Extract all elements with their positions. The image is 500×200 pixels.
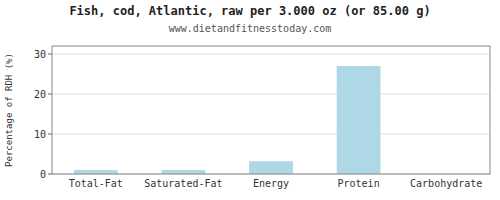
tick-mark [48, 174, 52, 175]
grid-line [52, 94, 490, 95]
tick-label: 30 [34, 49, 46, 60]
bar [74, 170, 118, 174]
grid [52, 54, 490, 174]
grid-line [52, 134, 490, 135]
tick-label: 10 [34, 129, 46, 140]
tick-mark [48, 54, 52, 55]
y-axis-label: Percentage of RDH (%) [4, 53, 14, 167]
tick-label: 0 [40, 169, 46, 180]
tick-mark [48, 94, 52, 95]
plot-frame [52, 46, 490, 174]
tick-label: Carbohydrate [410, 178, 482, 189]
bar [337, 66, 381, 174]
bar [162, 170, 206, 174]
chart-svg: Fish, cod, Atlantic, raw per 3.000 oz (o… [0, 0, 500, 200]
y-axis: 0 10 20 30 [34, 49, 52, 180]
tick-label: Total-Fat [69, 178, 123, 189]
tick-mark [48, 134, 52, 135]
subtitle: www.dietandfitnesstoday.com [169, 23, 332, 34]
tick-label: 20 [34, 89, 46, 100]
title: Fish, cod, Atlantic, raw per 3.000 oz (o… [69, 4, 430, 18]
tick-label: Saturated-Fat [144, 178, 222, 189]
tick-label: Energy [253, 178, 289, 189]
grid-line [52, 54, 490, 55]
chart-container: Fish, cod, Atlantic, raw per 3.000 oz (o… [0, 0, 500, 200]
x-axis: Total-Fat Saturated-Fat Energy Protein Carbo… [69, 178, 483, 189]
tick-label: Protein [338, 178, 380, 189]
bar [249, 161, 293, 174]
bars [74, 66, 381, 174]
